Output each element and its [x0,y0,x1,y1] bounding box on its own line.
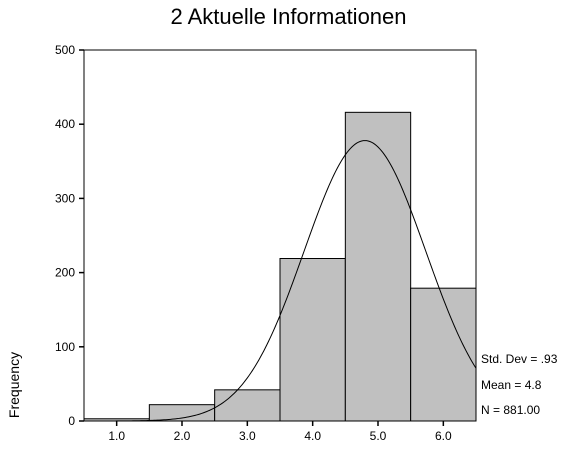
histogram-bar [279,258,346,422]
histogram-bar [148,404,216,422]
x-tick-label: 5.0 [370,429,387,443]
normal-curve [84,140,477,422]
x-tick-label: 1.0 [108,429,125,443]
bars-layer [83,111,477,422]
stat-annotation: Std. Dev = .93 [481,352,558,366]
histogram-bar [344,111,412,422]
y-axis-label: Frequency [6,352,22,418]
x-tick-label: 2.0 [174,429,191,443]
stat-annotation: N = 881.00 [481,403,540,417]
x-tick-label: 3.0 [239,429,256,443]
plot-frame [83,49,477,422]
histogram-bar [410,287,477,422]
y-tick-label: 0 [68,414,75,428]
x-tick-label: 4.0 [304,429,321,443]
stat-annotation: Mean = 4.8 [481,378,542,392]
histogram-bar [214,389,281,422]
curve-layer [84,140,477,422]
y-tick-label: 200 [55,266,75,280]
axis-layer [79,49,477,426]
labels-layer: 0 100 200 300 400 500 1.0 2.0 3.0 4.0 5.0 6.0 Freque… [6,43,558,443]
chart-title: 2 Aktuelle Informationen [170,4,407,29]
y-tick-label: 300 [55,191,75,205]
y-tick-label: 400 [55,117,75,131]
x-tick-label: 6.0 [435,429,452,443]
y-tick-label: 100 [55,340,75,354]
y-tick-label: 500 [55,43,75,57]
